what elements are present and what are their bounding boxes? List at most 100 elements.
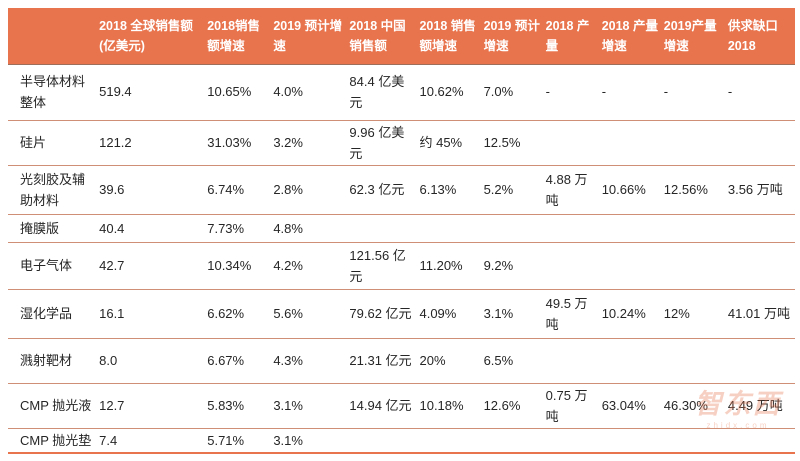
row-label: 光刻胶及辅助材料 — [8, 165, 97, 215]
table-cell: 12.7 — [96, 383, 205, 429]
table-cell: 6.67% — [204, 338, 271, 384]
table-cell — [416, 428, 481, 454]
table-cell: 62.3 亿元 — [346, 165, 417, 215]
table-row: 光刻胶及辅助材料 39.6 6.74% 2.8% 62.3 亿元 6.13% 5… — [8, 165, 795, 215]
header-cell-output-growth-2018: 2018 产量增速 — [598, 8, 661, 65]
table-cell: 10.34% — [204, 242, 271, 290]
table-cell: 7.73% — [204, 214, 271, 243]
table-cell — [542, 338, 599, 384]
table-cell — [346, 428, 417, 454]
table-row: CMP 抛光液 12.7 5.83% 3.1% 14.94 亿元 10.18% … — [8, 383, 795, 429]
header-cell-output-2018: 2018 产量 — [542, 8, 599, 65]
table-cell — [660, 214, 725, 243]
table-cell: 31.03% — [204, 120, 271, 166]
row-label: CMP 抛光液 — [8, 383, 97, 429]
table-cell: 84.4 亿美元 — [346, 64, 417, 121]
table-cell: 约 45% — [416, 120, 481, 166]
table-cell: 6.62% — [204, 289, 271, 339]
table-cell — [724, 242, 795, 290]
table-cell: 4.8% — [270, 214, 347, 243]
table-cell: 3.1% — [270, 383, 347, 429]
table-cell: - — [660, 64, 725, 121]
table-cell: 4.09% — [416, 289, 481, 339]
table-cell: 0.75 万吨 — [542, 383, 599, 429]
table-cell: 42.7 — [96, 242, 205, 290]
table-cell: 4.49 万吨 — [724, 383, 795, 429]
table-row: CMP 抛光垫 7.4 5.71% 3.1% — [8, 428, 795, 454]
header-row: 2018 全球销售额(亿美元) 2018销售额增速 2019 预计增速 2018… — [8, 8, 795, 65]
table-cell: 79.62 亿元 — [346, 289, 417, 339]
table-cell: 12% — [660, 289, 725, 339]
table-row: 掩膜版 40.4 7.73% 4.8% — [8, 214, 795, 243]
table-cell: 14.94 亿元 — [346, 383, 417, 429]
table-cell: 121.2 — [96, 120, 205, 166]
table-cell: 7.0% — [480, 64, 543, 121]
table-cell: 5.83% — [204, 383, 271, 429]
table-cell — [416, 214, 481, 243]
table-cell: 3.1% — [270, 428, 347, 454]
header-cell-global-sales: 2018 全球销售额(亿美元) — [96, 8, 205, 65]
table-cell: 6.74% — [204, 165, 271, 215]
row-label: 电子气体 — [8, 242, 97, 290]
table-cell — [598, 428, 661, 454]
table-cell: 3.2% — [270, 120, 347, 166]
table-cell: 6.13% — [416, 165, 481, 215]
table-cell — [724, 428, 795, 454]
table-cell: 3.56 万吨 — [724, 165, 795, 215]
table-cell: 16.1 — [96, 289, 205, 339]
table-cell: 46.30% — [660, 383, 725, 429]
table-cell — [724, 214, 795, 243]
table-cell — [480, 428, 543, 454]
header-cell-sales-growth-2018: 2018销售额增速 — [204, 8, 271, 65]
table-cell: 12.56% — [660, 165, 725, 215]
table-cell — [542, 428, 599, 454]
table-cell — [660, 120, 725, 166]
table-row: 硅片 121.2 31.03% 3.2% 9.96 亿美元 约 45% 12.5… — [8, 120, 795, 166]
table-cell: 5.2% — [480, 165, 543, 215]
table-cell: 12.6% — [480, 383, 543, 429]
row-label: 溅射靶材 — [8, 338, 97, 384]
table-cell — [480, 214, 543, 243]
table-cell: 39.6 — [96, 165, 205, 215]
table-cell: 21.31 亿元 — [346, 338, 417, 384]
header-cell-output-growth-2019: 2019产量增速 — [660, 8, 725, 65]
table-row: 半导体材料整体 519.4 10.65% 4.0% 84.4 亿美元 10.62… — [8, 64, 795, 121]
table-cell — [542, 120, 599, 166]
row-label: 掩膜版 — [8, 214, 97, 243]
table-cell: 10.65% — [204, 64, 271, 121]
table-cell: 4.88 万吨 — [542, 165, 599, 215]
table-cell: 11.20% — [416, 242, 481, 290]
table-cell — [598, 242, 661, 290]
row-label: 湿化学品 — [8, 289, 97, 339]
header-cell-supply-gap: 供求缺口 2018 — [724, 8, 795, 65]
table-cell: - — [724, 64, 795, 121]
table-cell — [542, 242, 599, 290]
table-cell — [660, 242, 725, 290]
table-cell: 4.2% — [270, 242, 347, 290]
table-cell — [660, 338, 725, 384]
table-cell: 7.4 — [96, 428, 205, 454]
table-row: 湿化学品 16.1 6.62% 5.6% 79.62 亿元 4.09% 3.1%… — [8, 289, 795, 339]
table-cell: 10.62% — [416, 64, 481, 121]
table-cell: 5.71% — [204, 428, 271, 454]
table-cell: - — [598, 64, 661, 121]
table-cell: 20% — [416, 338, 481, 384]
table-header: 2018 全球销售额(亿美元) 2018销售额增速 2019 预计增速 2018… — [8, 8, 795, 65]
table-cell: 10.24% — [598, 289, 661, 339]
table-row: 溅射靶材 8.0 6.67% 4.3% 21.31 亿元 20% 6.5% — [8, 338, 795, 384]
table-cell: 10.66% — [598, 165, 661, 215]
table-cell: 40.4 — [96, 214, 205, 243]
table-cell: 12.5% — [480, 120, 543, 166]
header-cell-china-forecast-growth: 2019 预计增速 — [480, 8, 543, 65]
table-cell: 10.18% — [416, 383, 481, 429]
table-cell: 8.0 — [96, 338, 205, 384]
table-cell: 519.4 — [96, 64, 205, 121]
table-cell — [660, 428, 725, 454]
semiconductor-materials-table: 2018 全球销售额(亿美元) 2018销售额增速 2019 预计增速 2018… — [8, 8, 795, 454]
header-cell-china-sales-growth: 2018 销售额增速 — [416, 8, 481, 65]
table-cell — [724, 120, 795, 166]
table-cell — [346, 214, 417, 243]
table-cell — [598, 214, 661, 243]
table-cell: 5.6% — [270, 289, 347, 339]
table-body: 半导体材料整体 519.4 10.65% 4.0% 84.4 亿美元 10.62… — [8, 64, 795, 454]
